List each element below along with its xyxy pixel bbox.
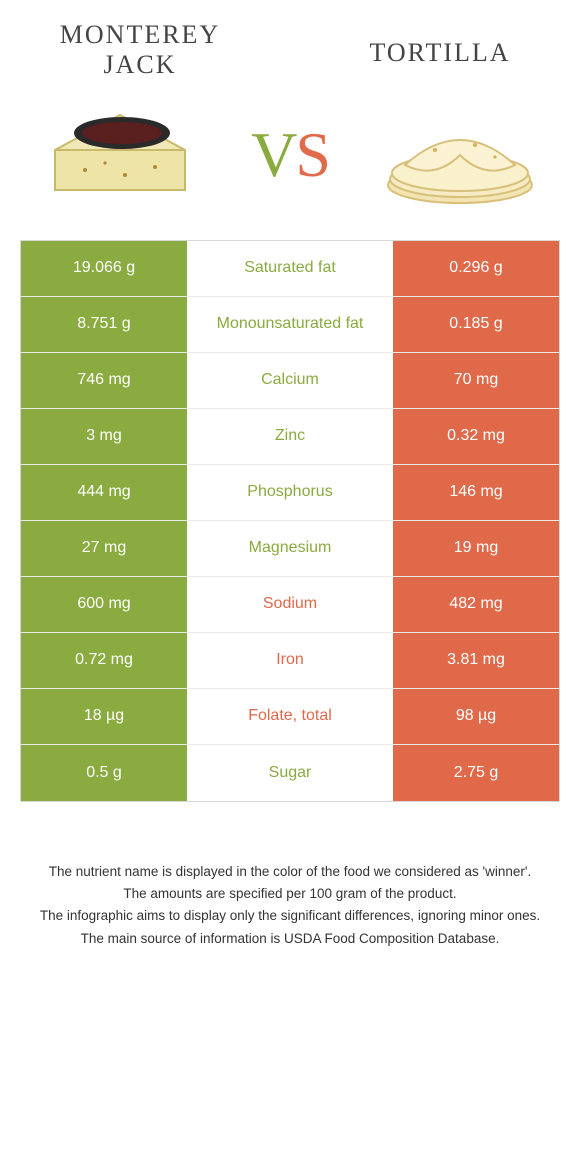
table-row: 0.5 gSugar2.75 g bbox=[21, 745, 559, 801]
left-food-image bbox=[30, 90, 210, 220]
left-value: 3 mg bbox=[21, 409, 191, 464]
table-row: 27 mgMagnesium19 mg bbox=[21, 521, 559, 577]
nutrient-label: Sugar bbox=[191, 745, 389, 801]
left-value: 18 µg bbox=[21, 689, 191, 744]
cheese-icon bbox=[35, 95, 205, 215]
left-value: 600 mg bbox=[21, 577, 191, 632]
right-value: 2.75 g bbox=[389, 745, 559, 801]
right-value: 19 mg bbox=[389, 521, 559, 576]
footer-line: The main source of information is USDA F… bbox=[30, 929, 550, 949]
table-row: 0.72 mgIron3.81 mg bbox=[21, 633, 559, 689]
left-value: 444 mg bbox=[21, 465, 191, 520]
nutrient-label: Magnesium bbox=[191, 521, 389, 576]
right-value: 70 mg bbox=[389, 353, 559, 408]
right-value: 98 µg bbox=[389, 689, 559, 744]
left-value: 0.5 g bbox=[21, 745, 191, 801]
vs-v: V bbox=[251, 119, 295, 190]
right-value: 482 mg bbox=[389, 577, 559, 632]
left-value: 8.751 g bbox=[21, 297, 191, 352]
left-value: 746 mg bbox=[21, 353, 191, 408]
footer-line: The infographic aims to display only the… bbox=[30, 906, 550, 926]
table-row: 746 mgCalcium70 mg bbox=[21, 353, 559, 409]
nutrient-label: Zinc bbox=[191, 409, 389, 464]
footer-line: The amounts are specified per 100 gram o… bbox=[30, 884, 550, 904]
nutrient-label: Sodium bbox=[191, 577, 389, 632]
footer-notes: The nutrient name is displayed in the co… bbox=[30, 862, 550, 949]
right-food-title-block: TORTILLA bbox=[340, 20, 540, 68]
vs-s: S bbox=[295, 119, 329, 190]
left-food-title: MONTEREY JACK bbox=[40, 20, 240, 80]
nutrient-label: Folate, total bbox=[191, 689, 389, 744]
vs-label: VS bbox=[251, 118, 329, 192]
nutrient-label: Phosphorus bbox=[191, 465, 389, 520]
footer-line: The nutrient name is displayed in the co… bbox=[30, 862, 550, 882]
right-value: 3.81 mg bbox=[389, 633, 559, 688]
table-row: 3 mgZinc0.32 mg bbox=[21, 409, 559, 465]
table-row: 600 mgSodium482 mg bbox=[21, 577, 559, 633]
right-value: 0.296 g bbox=[389, 241, 559, 296]
left-food-title-block: MONTEREY JACK bbox=[40, 20, 240, 80]
table-row: 8.751 gMonounsaturated fat0.185 g bbox=[21, 297, 559, 353]
nutrient-label: Calcium bbox=[191, 353, 389, 408]
table-row: 444 mgPhosphorus146 mg bbox=[21, 465, 559, 521]
vs-row: VS bbox=[0, 80, 580, 240]
nutrient-table: 19.066 gSaturated fat0.296 g8.751 gMonou… bbox=[20, 240, 560, 802]
nutrient-label: Monounsaturated fat bbox=[191, 297, 389, 352]
nutrient-label: Iron bbox=[191, 633, 389, 688]
left-value: 0.72 mg bbox=[21, 633, 191, 688]
header: MONTEREY JACK TORTILLA bbox=[0, 0, 580, 80]
right-food-image bbox=[370, 90, 550, 220]
right-value: 146 mg bbox=[389, 465, 559, 520]
right-food-title: TORTILLA bbox=[340, 38, 540, 68]
tortilla-icon bbox=[375, 95, 545, 215]
nutrient-label: Saturated fat bbox=[191, 241, 389, 296]
table-row: 18 µgFolate, total98 µg bbox=[21, 689, 559, 745]
left-value: 19.066 g bbox=[21, 241, 191, 296]
table-row: 19.066 gSaturated fat0.296 g bbox=[21, 241, 559, 297]
right-value: 0.185 g bbox=[389, 297, 559, 352]
right-value: 0.32 mg bbox=[389, 409, 559, 464]
left-value: 27 mg bbox=[21, 521, 191, 576]
